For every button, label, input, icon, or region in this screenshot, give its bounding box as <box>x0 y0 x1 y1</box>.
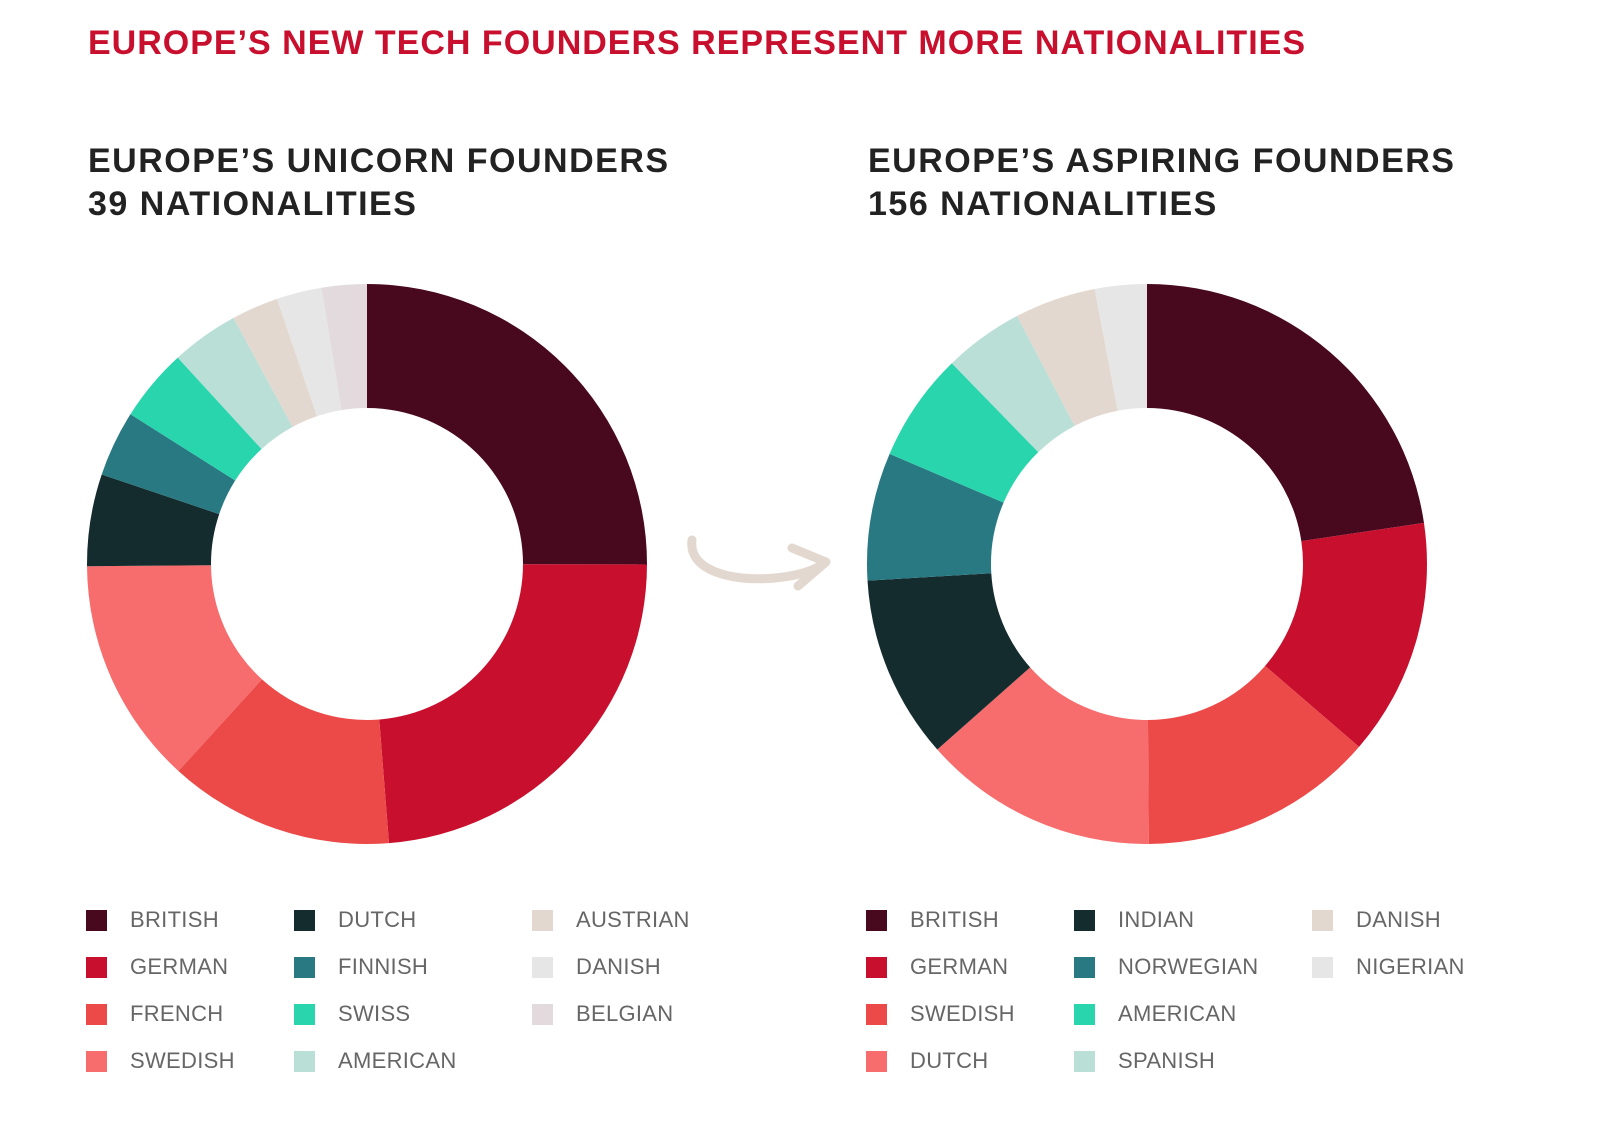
legend-swatch <box>532 956 553 978</box>
donut-segment-american <box>889 363 1039 503</box>
left-chart-title-line1: EUROPE’S UNICORN FOUNDERS <box>88 142 670 180</box>
legend-item-swiss: SWISS <box>294 999 410 1029</box>
donut-segment-british <box>1147 284 1424 542</box>
legend-label: NIGERIAN <box>1356 954 1465 979</box>
legend-item-norwegian: NORWEGIAN <box>1074 952 1258 982</box>
donut-segment-swedish <box>87 565 262 771</box>
legend-swatch <box>1074 956 1095 978</box>
donut-segment-dutch <box>87 474 220 567</box>
donut-segment-dutch <box>937 667 1149 844</box>
legend-label: INDIAN <box>1118 907 1195 932</box>
legend-label: AUSTRIAN <box>576 907 690 932</box>
legend-label: FINNISH <box>338 954 429 979</box>
legend-item-dutch: DUTCH <box>866 1046 989 1076</box>
legend-swatch <box>866 1003 887 1025</box>
donut-segment-spanish <box>951 316 1075 453</box>
legend-label: SWEDISH <box>130 1048 235 1073</box>
legend-swatch <box>86 909 107 931</box>
legend-label: DANISH <box>576 954 661 979</box>
donut-segment-british <box>367 284 647 565</box>
left-chart-title: EUROPE’S UNICORN FOUNDERS 39 NATIONALITI… <box>88 140 670 226</box>
legend-label: DUTCH <box>338 907 417 932</box>
donut-segment-finnish <box>101 414 236 515</box>
main-title: EUROPE’S NEW TECH FOUNDERS REPRESENT MOR… <box>88 24 1307 62</box>
donut-segment-swiss <box>130 357 262 481</box>
legend-swatch <box>86 1003 107 1025</box>
legend-item-american: AMERICAN <box>294 1046 457 1076</box>
legend-swatch <box>294 956 315 978</box>
legend-label: SWISS <box>338 1001 411 1026</box>
legend-swatch <box>1312 956 1333 978</box>
legend-swatch <box>86 956 107 978</box>
legend-label: GERMAN <box>130 954 229 979</box>
legend-item-british: BRITISH <box>866 905 999 935</box>
legend-swatch <box>294 1003 315 1025</box>
right-chart-title-line2: 156 NATIONALITIES <box>868 185 1218 223</box>
legend-swatch <box>86 1050 107 1072</box>
legend-item-danish: DANISH <box>532 952 661 982</box>
legend-item-danish: DANISH <box>1312 905 1441 935</box>
legend-item-german: GERMAN <box>866 952 1008 982</box>
donut-segment-belgian <box>321 284 367 411</box>
donut-segment-norwegian <box>867 453 1004 581</box>
legend-label: AMERICAN <box>338 1048 457 1073</box>
donut-segment-danish <box>277 287 342 417</box>
donut-segment-indian <box>867 573 1031 750</box>
legend-item-swedish: SWEDISH <box>86 1046 235 1076</box>
legend-label: BRITISH <box>130 907 219 932</box>
donut-segment-nigerian <box>1094 284 1147 411</box>
right-chart-title-line1: EUROPE’S ASPIRING FOUNDERS <box>868 142 1456 180</box>
legend-item-dutch: DUTCH <box>294 905 417 935</box>
legend-item-finnish: FINNISH <box>294 952 428 982</box>
legend-swatch <box>866 909 887 931</box>
legend-label: DANISH <box>1356 907 1441 932</box>
legend-item-german: GERMAN <box>86 952 228 982</box>
legend-swatch <box>1312 909 1333 931</box>
legend-swatch <box>1074 909 1095 931</box>
aspiring-founders-donut-chart <box>867 284 1427 844</box>
curved-arrow-icon <box>687 535 831 591</box>
right-chart-title: EUROPE’S ASPIRING FOUNDERS 156 NATIONALI… <box>868 140 1455 226</box>
legend-item-indian: INDIAN <box>1074 905 1194 935</box>
legend-swatch <box>866 956 887 978</box>
legend-swatch <box>532 909 553 931</box>
legend-swatch <box>866 1050 887 1072</box>
legend-label: BELGIAN <box>576 1001 674 1026</box>
legend-swatch <box>1074 1050 1095 1072</box>
legend-item-nigerian: NIGERIAN <box>1312 952 1465 982</box>
legend-label: GERMAN <box>910 954 1009 979</box>
legend-label: SPANISH <box>1118 1048 1216 1073</box>
legend-swatch <box>294 1050 315 1072</box>
legend-item-french: FRENCH <box>86 999 223 1029</box>
legend-item-austrian: AUSTRIAN <box>532 905 690 935</box>
legend-label: NORWEGIAN <box>1118 954 1259 979</box>
legend-item-belgian: BELGIAN <box>532 999 673 1029</box>
legend-item-swedish: SWEDISH <box>866 999 1015 1029</box>
legend-swatch <box>294 909 315 931</box>
donut-segment-german <box>379 564 647 844</box>
legend-item-british: BRITISH <box>86 905 219 935</box>
donut-segment-german <box>1265 522 1427 747</box>
legend-swatch <box>532 1003 553 1025</box>
legend-label: FRENCH <box>130 1001 224 1026</box>
legend-label: DUTCH <box>910 1048 989 1073</box>
legend-label: AMERICAN <box>1118 1001 1237 1026</box>
donut-segment-austrian <box>233 298 317 427</box>
donut-segment-danish <box>1016 288 1118 426</box>
left-chart-title-line2: 39 NATIONALITIES <box>88 185 418 223</box>
donut-segment-french <box>178 679 389 844</box>
legend-swatch <box>1074 1003 1095 1025</box>
legend-label: BRITISH <box>910 907 999 932</box>
unicorn-founders-donut-chart <box>87 284 647 844</box>
legend-label: SWEDISH <box>910 1001 1015 1026</box>
donut-segment-swedish <box>1147 665 1360 844</box>
legend-item-american: AMERICAN <box>1074 999 1237 1029</box>
legend-item-spanish: SPANISH <box>1074 1046 1215 1076</box>
donut-segment-american <box>177 317 293 450</box>
